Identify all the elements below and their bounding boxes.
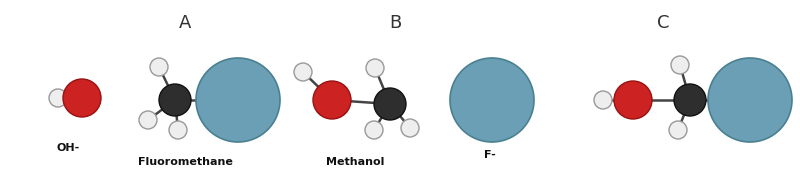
Circle shape [708, 58, 792, 142]
Text: Fluoromethane: Fluoromethane [138, 157, 233, 167]
Text: OH-: OH- [56, 143, 80, 153]
Circle shape [374, 88, 406, 120]
Circle shape [674, 84, 706, 116]
Circle shape [196, 58, 280, 142]
Circle shape [366, 59, 384, 77]
Circle shape [159, 84, 191, 116]
Text: A: A [179, 14, 191, 32]
Circle shape [614, 81, 652, 119]
Circle shape [150, 58, 168, 76]
Text: Methanol: Methanol [326, 157, 384, 167]
Circle shape [671, 56, 689, 74]
Text: F-: F- [484, 150, 496, 160]
Circle shape [669, 121, 687, 139]
Circle shape [365, 121, 383, 139]
Circle shape [594, 91, 612, 109]
Circle shape [450, 58, 534, 142]
Circle shape [401, 119, 419, 137]
Circle shape [169, 121, 187, 139]
Circle shape [63, 79, 101, 117]
Circle shape [49, 89, 67, 107]
Circle shape [313, 81, 351, 119]
Circle shape [294, 63, 312, 81]
Text: C: C [657, 14, 670, 32]
Circle shape [139, 111, 157, 129]
Text: B: B [389, 14, 401, 32]
